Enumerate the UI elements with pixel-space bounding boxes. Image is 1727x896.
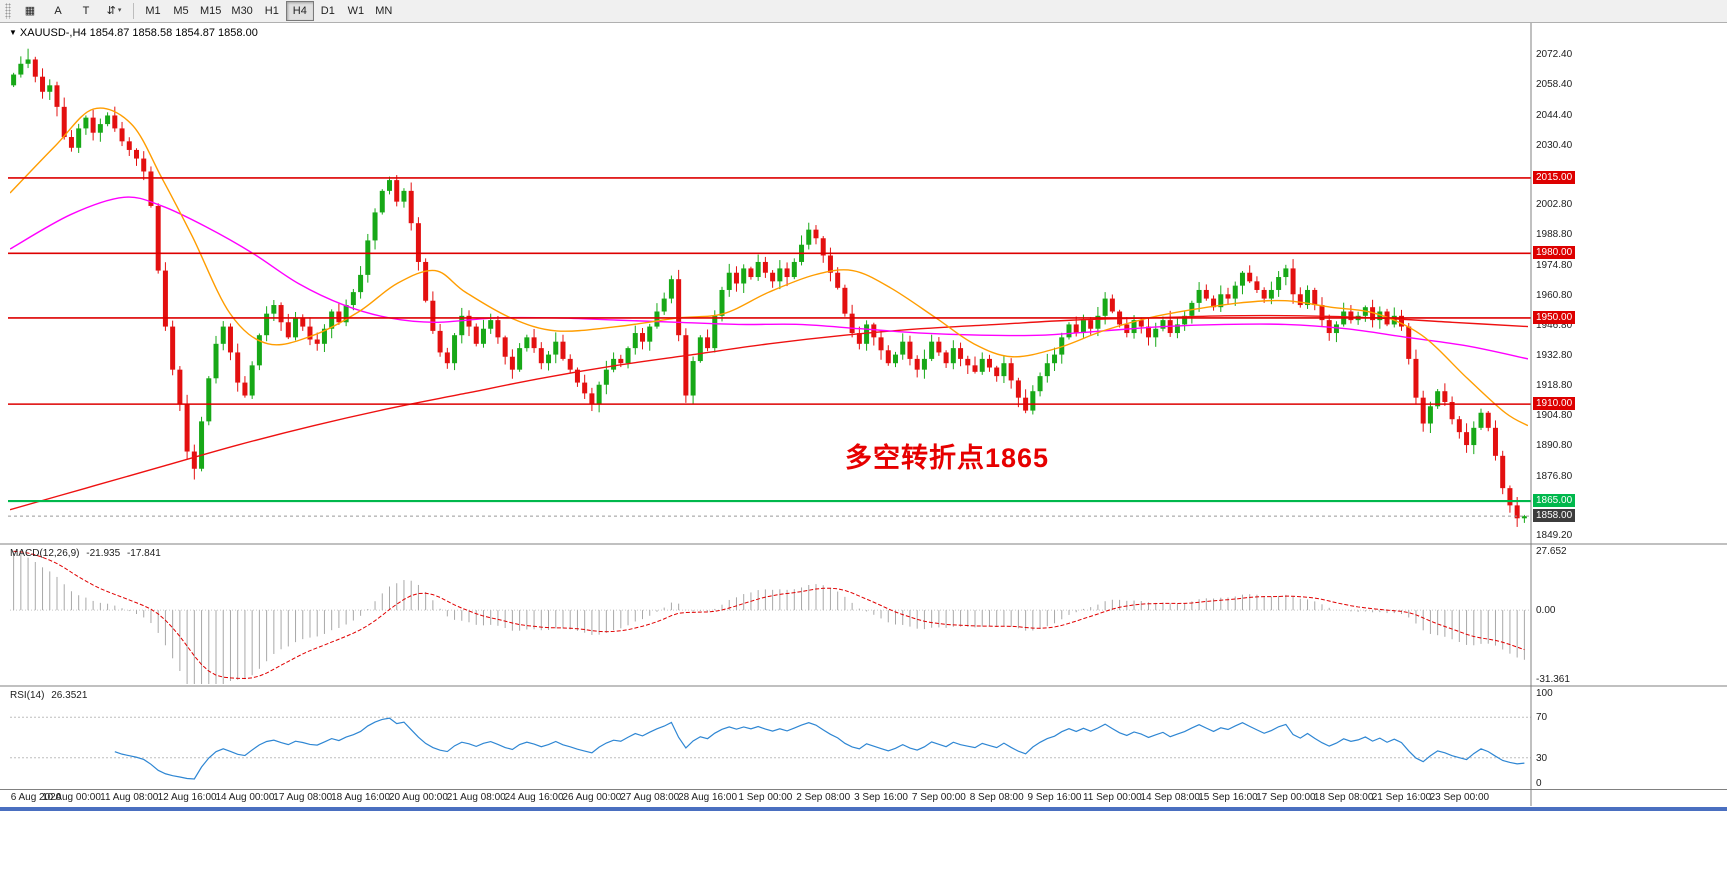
x-axis-label: 2 Sep 08:00 [796, 792, 851, 803]
y-axis-label: 2072.40 [1536, 49, 1573, 61]
y-axis-label: 1876.80 [1536, 470, 1573, 482]
x-axis-label: 21 Aug 08:00 [446, 792, 506, 803]
x-axis-label: 3 Sep 16:00 [854, 792, 908, 803]
top-toolbar: ▦ A T ⇵ ▾ M1 M5 M15 M30 H1 H4 D1 W1 MN [0, 0, 1727, 23]
rsi-axis-label: 70 [1536, 712, 1548, 724]
x-axis-label: 24 Aug 16:00 [504, 792, 564, 803]
rsi-axis-label: 0 [1536, 778, 1542, 789]
tool-button-group: ▦ A T ⇵ ▾ [16, 1, 128, 21]
chart-title: ▼ XAUUSD-,H4 1854.87 1858.58 1854.87 1858… [9, 27, 258, 39]
x-axis-label: 17 Sep 00:00 [1256, 792, 1316, 803]
level-price-box: 1950.00 [1533, 310, 1576, 324]
y-axis-label: 1890.80 [1536, 440, 1573, 452]
y-axis-label: 1904.80 [1536, 410, 1573, 422]
timeframe-button-group: M1 M5 M15 M30 H1 H4 D1 W1 MN [139, 1, 398, 21]
chart-grid-icon[interactable]: ▦ [24, 5, 36, 17]
x-axis-label: 14 Aug 00:00 [215, 792, 275, 803]
timeframe-button-d1[interactable]: D1 [320, 5, 335, 17]
rsi-axis-label: 100 [1536, 688, 1553, 699]
x-axis-label: 7 Sep 00:00 [911, 792, 966, 803]
toolbar-drag-handle[interactable] [5, 3, 11, 19]
ma-slow-line [10, 314, 1528, 511]
x-axis-label: 9 Sep 16:00 [1027, 792, 1082, 803]
rsi-line [114, 717, 1525, 780]
x-axis-label: 1 Sep 00:00 [738, 792, 793, 803]
text-tool-icon[interactable]: T [82, 5, 90, 17]
x-axis-label: 20 Aug 00:00 [388, 792, 448, 803]
window-bottom-border [0, 807, 1727, 811]
rsi-panel-label: RSI(14) 26.3521 [10, 690, 91, 701]
current-price-box: 1858.00 [1533, 509, 1576, 523]
x-axis-label: 11 Aug 08:00 [100, 792, 159, 803]
y-axis-label: 1946.80 [1536, 319, 1573, 331]
level-price-box: 1980.00 [1533, 246, 1576, 260]
x-axis-label: 18 Sep 08:00 [1313, 792, 1374, 803]
dropdown-caret-icon: ▾ [117, 7, 122, 14]
macd-signal-line [13, 550, 1525, 679]
macd-indicator-name: MACD(12,26,9) [10, 548, 80, 559]
macd-axis-label: -31.361 [1536, 674, 1570, 685]
y-axis-label: 1932.80 [1536, 350, 1573, 362]
macd-panel-label: MACD(12,26,9) -21.935 -17.841 [10, 548, 165, 559]
macd-signal-value: -17.841 [126, 548, 161, 559]
x-axis-label: 12 Aug 16:00 [157, 792, 217, 803]
x-axis-label: 23 Sep 00:00 [1429, 792, 1490, 803]
x-axis-label: 18 Aug 16:00 [331, 792, 391, 803]
timeframe-button-h4[interactable]: H4 [285, 1, 314, 21]
rsi-indicator-name: RSI(14) [10, 690, 45, 701]
level-price-box: 1910.00 [1533, 397, 1576, 411]
x-axis-label: 11 Sep 00:00 [1082, 792, 1142, 803]
chart-annotation-text[interactable]: 多空转折点1865 [845, 443, 1050, 473]
x-axis-label: 6 Aug 2020 [10, 792, 62, 803]
timeframe-button-w1[interactable]: W1 [347, 5, 365, 17]
level-price-box: 1865.00 [1533, 494, 1576, 508]
y-axis-label: 1918.80 [1536, 380, 1573, 392]
timeframe-button-m30[interactable]: M30 [231, 5, 253, 17]
timeframe-button-m1[interactable]: M1 [145, 5, 161, 17]
x-axis-label: 14 Sep 08:00 [1140, 792, 1200, 803]
x-axis-label: 15 Sep 16:00 [1198, 792, 1258, 803]
macd-main-value: -21.935 [86, 548, 121, 559]
y-axis-label: 2044.40 [1536, 109, 1573, 121]
macd-axis-label: 27.652 [1536, 546, 1567, 557]
candles-layer [11, 48, 1527, 527]
timeframe-button-mn[interactable]: MN [375, 5, 393, 17]
level-price-box: 2015.00 [1533, 170, 1576, 184]
x-axis-label: 17 Aug 08:00 [273, 792, 333, 803]
rsi-axis-label: 30 [1536, 752, 1548, 764]
y-axis-label: 2030.40 [1536, 139, 1573, 151]
x-axis-label: 10 Aug 00:00 [41, 792, 101, 803]
x-axis-label: 27 Aug 08:00 [620, 792, 680, 803]
macd-histogram [13, 551, 1525, 684]
y-axis-label: 2002.80 [1536, 199, 1573, 211]
y-axis-label: 2058.40 [1536, 79, 1573, 91]
x-axis-label: 28 Aug 16:00 [678, 792, 738, 803]
y-axis-label: 1974.80 [1536, 259, 1573, 271]
macd-axis-label: 0.00 [1536, 605, 1556, 617]
x-axis-label: 26 Aug 00:00 [562, 792, 622, 803]
timeframe-button-m15[interactable]: M15 [200, 5, 222, 17]
rsi-value: 26.3521 [51, 690, 88, 701]
collapse-triangle-icon[interactable]: ▼ [9, 28, 17, 37]
chart-title-text: XAUUSD-,H4 1854.87 1858.58 1854.87 1858.… [19, 27, 258, 39]
moving-averages-layer [10, 107, 1528, 511]
timeframe-button-h1[interactable]: H1 [264, 5, 279, 17]
ma-fast-line [10, 107, 1528, 427]
font-tool-icon[interactable]: A [54, 5, 62, 17]
y-axis-label: 1960.80 [1536, 289, 1573, 301]
x-axis-label: 21 Sep 16:00 [1371, 792, 1432, 803]
ma-mid-line [10, 196, 1528, 360]
line-tools-dropdown-icon[interactable]: ⇵ ▾ [106, 5, 122, 17]
x-axis-label: 8 Sep 08:00 [969, 792, 1024, 803]
y-axis-label: 1988.80 [1536, 229, 1573, 241]
timeframe-button-m5[interactable]: M5 [173, 5, 189, 17]
y-axis-label: 1849.20 [1536, 530, 1573, 542]
toolbar-separator [133, 3, 134, 19]
